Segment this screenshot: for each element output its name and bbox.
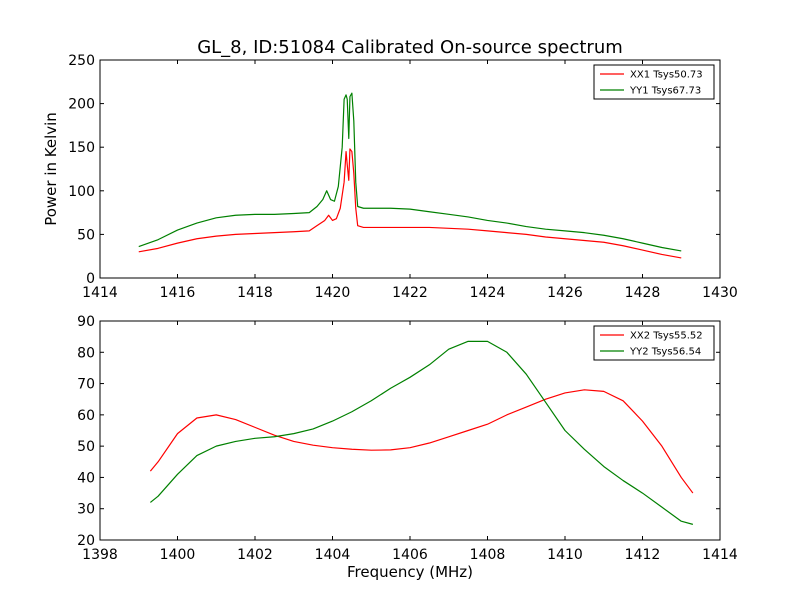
legend-label-1: XX2 Tsys55.52 [630,331,703,342]
x-tick-label: 1424 [470,285,506,301]
y-tick-label: 80 [77,345,95,361]
legend-label-2: YY2 Tsys56.54 [629,347,701,358]
x-axis-label: Frequency (MHz) [347,563,473,581]
x-tick-label: 1428 [625,285,661,301]
x-tick-label: 1416 [160,285,196,301]
x-tick-label: 1418 [237,285,273,301]
series-line-2 [149,340,694,525]
x-tick-label: 1420 [315,285,351,301]
y-tick-label: 70 [77,377,95,393]
y-tick-label: 100 [68,184,95,200]
legend-box [593,64,715,100]
series-line-1 [138,148,682,259]
y-tick-label: 250 [68,53,95,69]
legend-label-1: XX1 Tsys50.73 [630,70,703,81]
legend-label-2: YY1 Tsys67.73 [629,86,701,97]
x-tick-label: 1406 [392,547,428,563]
x-tick-label: 1414 [702,547,738,563]
x-tick-label: 1426 [547,285,583,301]
y-tick-label: 40 [77,470,95,486]
figure-title: GL_8, ID:51084 Calibrated On-source spec… [197,37,623,58]
y-axis-label: Power in Kelvin [42,112,60,226]
series-line-2 [138,92,682,252]
x-tick-label: 1402 [237,547,273,563]
y-tick-label: 150 [68,140,95,156]
x-tick-label: 1414 [82,285,118,301]
x-tick-label: 1398 [82,547,118,563]
y-tick-label: 60 [77,408,95,424]
y-tick-label: 90 [77,314,95,330]
y-tick-label: 30 [77,502,95,518]
y-tick-label: 50 [77,227,95,243]
series-line-1 [149,389,694,494]
y-tick-label: 20 [77,533,95,549]
x-tick-label: 1404 [315,547,351,563]
y-tick-label: 50 [77,439,95,455]
top-spectrum-panel: 1414 1416 1418 1420 1422 1424 1426 1428 1430 0 50 1… [42,53,738,301]
x-tick-label: 1408 [470,547,506,563]
x-tick-label: 1412 [625,547,661,563]
bottom-spectrum-panel: 1398 1400 1402 1404 1406 1408 1410 1412 1414 20 30… [77,314,738,563]
y-tick-label: 200 [68,97,95,113]
x-tick-label: 1430 [702,285,738,301]
legend-box [593,325,715,361]
x-tick-label: 1400 [160,547,196,563]
y-tick-label: 0 [86,271,95,287]
x-tick-label: 1410 [547,547,583,563]
x-tick-label: 1422 [392,285,428,301]
